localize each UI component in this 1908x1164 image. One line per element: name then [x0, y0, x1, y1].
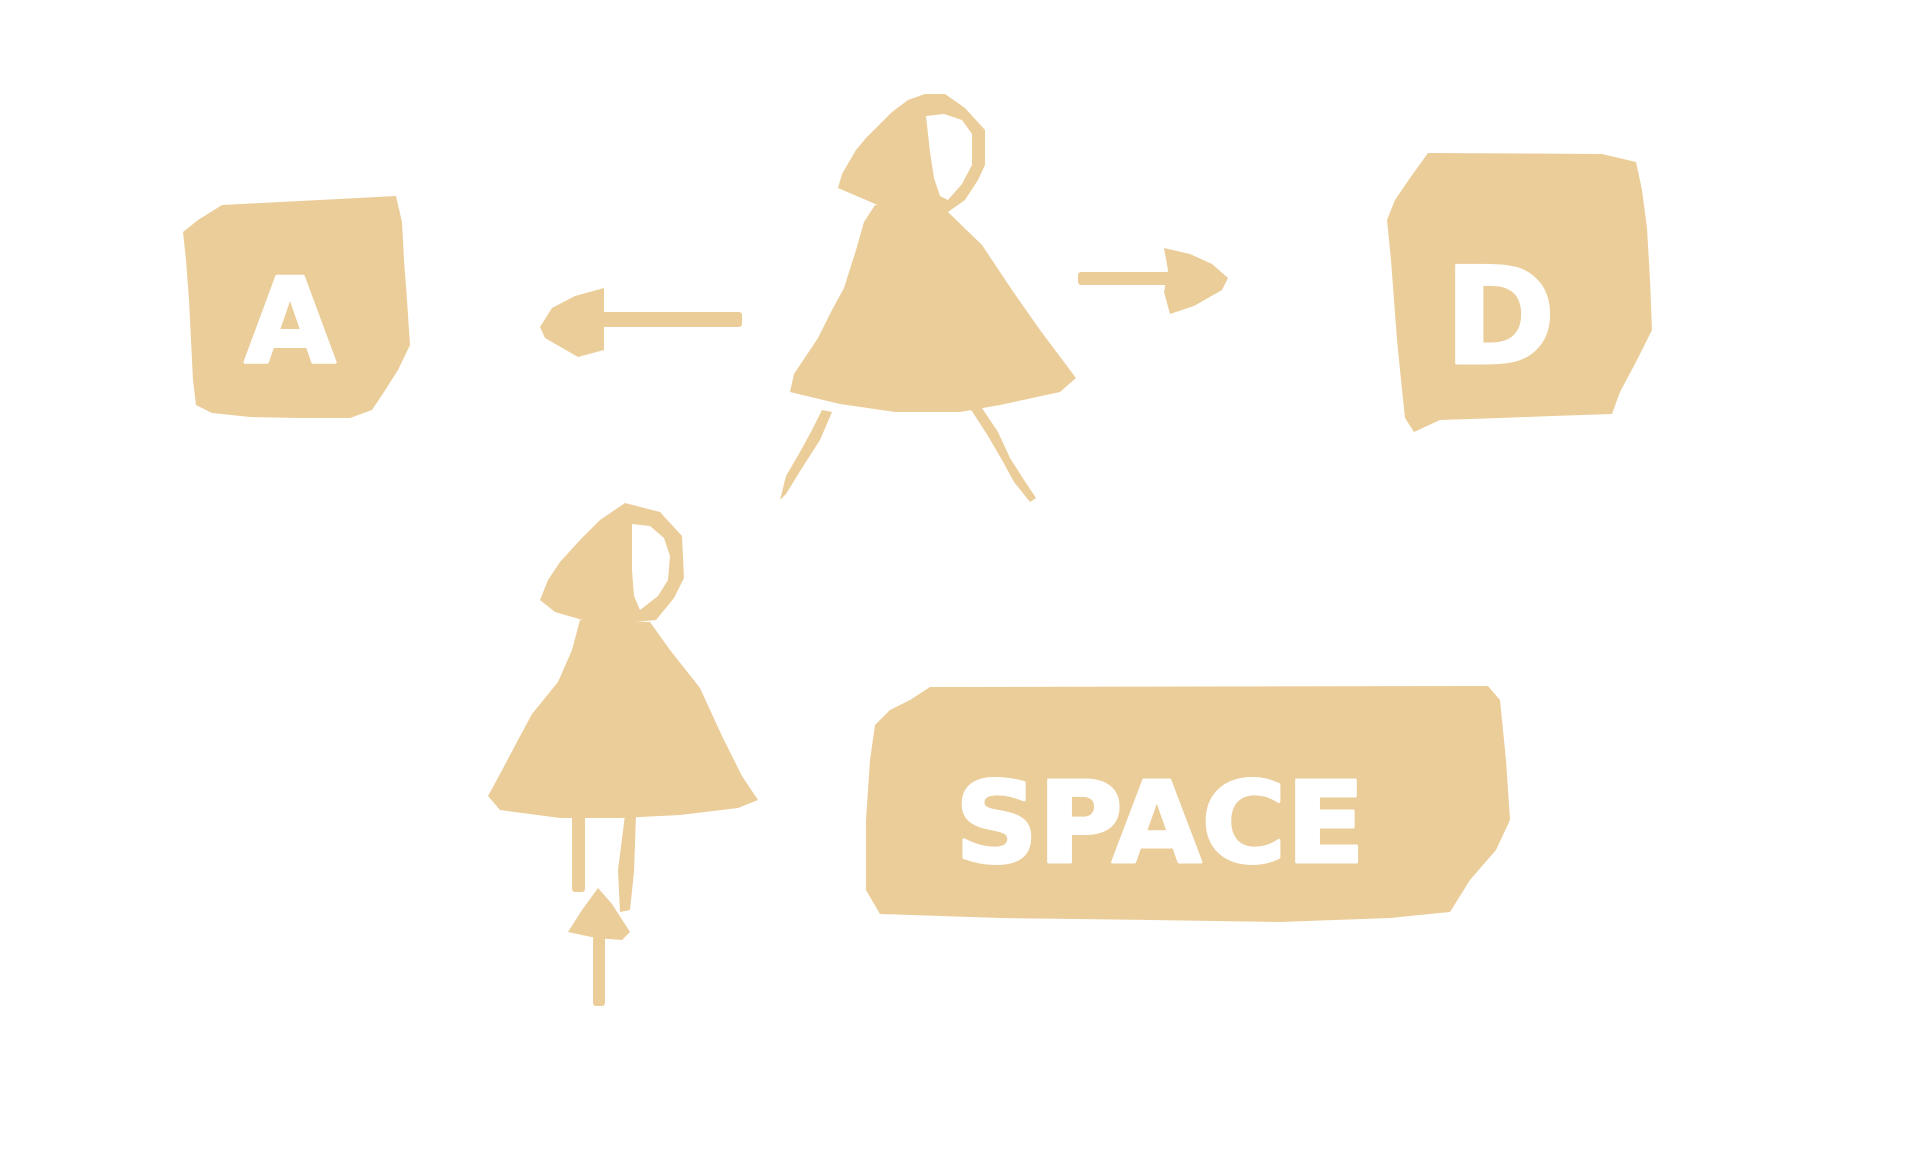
key-d-cap: [1387, 153, 1652, 432]
arrow-up-icon: [568, 888, 630, 1006]
walking-girl-face: [926, 114, 972, 200]
key-a-label: A: [244, 252, 335, 390]
key-space-label: SPACE: [955, 759, 1365, 889]
key-a-cap: [183, 196, 410, 418]
key-space: SPACE: [866, 686, 1510, 922]
walking-girl-icon: [780, 94, 1076, 502]
arrow-left-icon: [540, 288, 742, 357]
key-d-label: D: [1444, 239, 1555, 395]
key-a: A: [183, 196, 410, 418]
arrow-right-icon: [1078, 248, 1228, 314]
key-d: D: [1387, 153, 1652, 432]
key-space-cap: [866, 686, 1510, 922]
jumping-girl-icon: [488, 503, 758, 912]
jumping-girl-face: [632, 524, 670, 610]
